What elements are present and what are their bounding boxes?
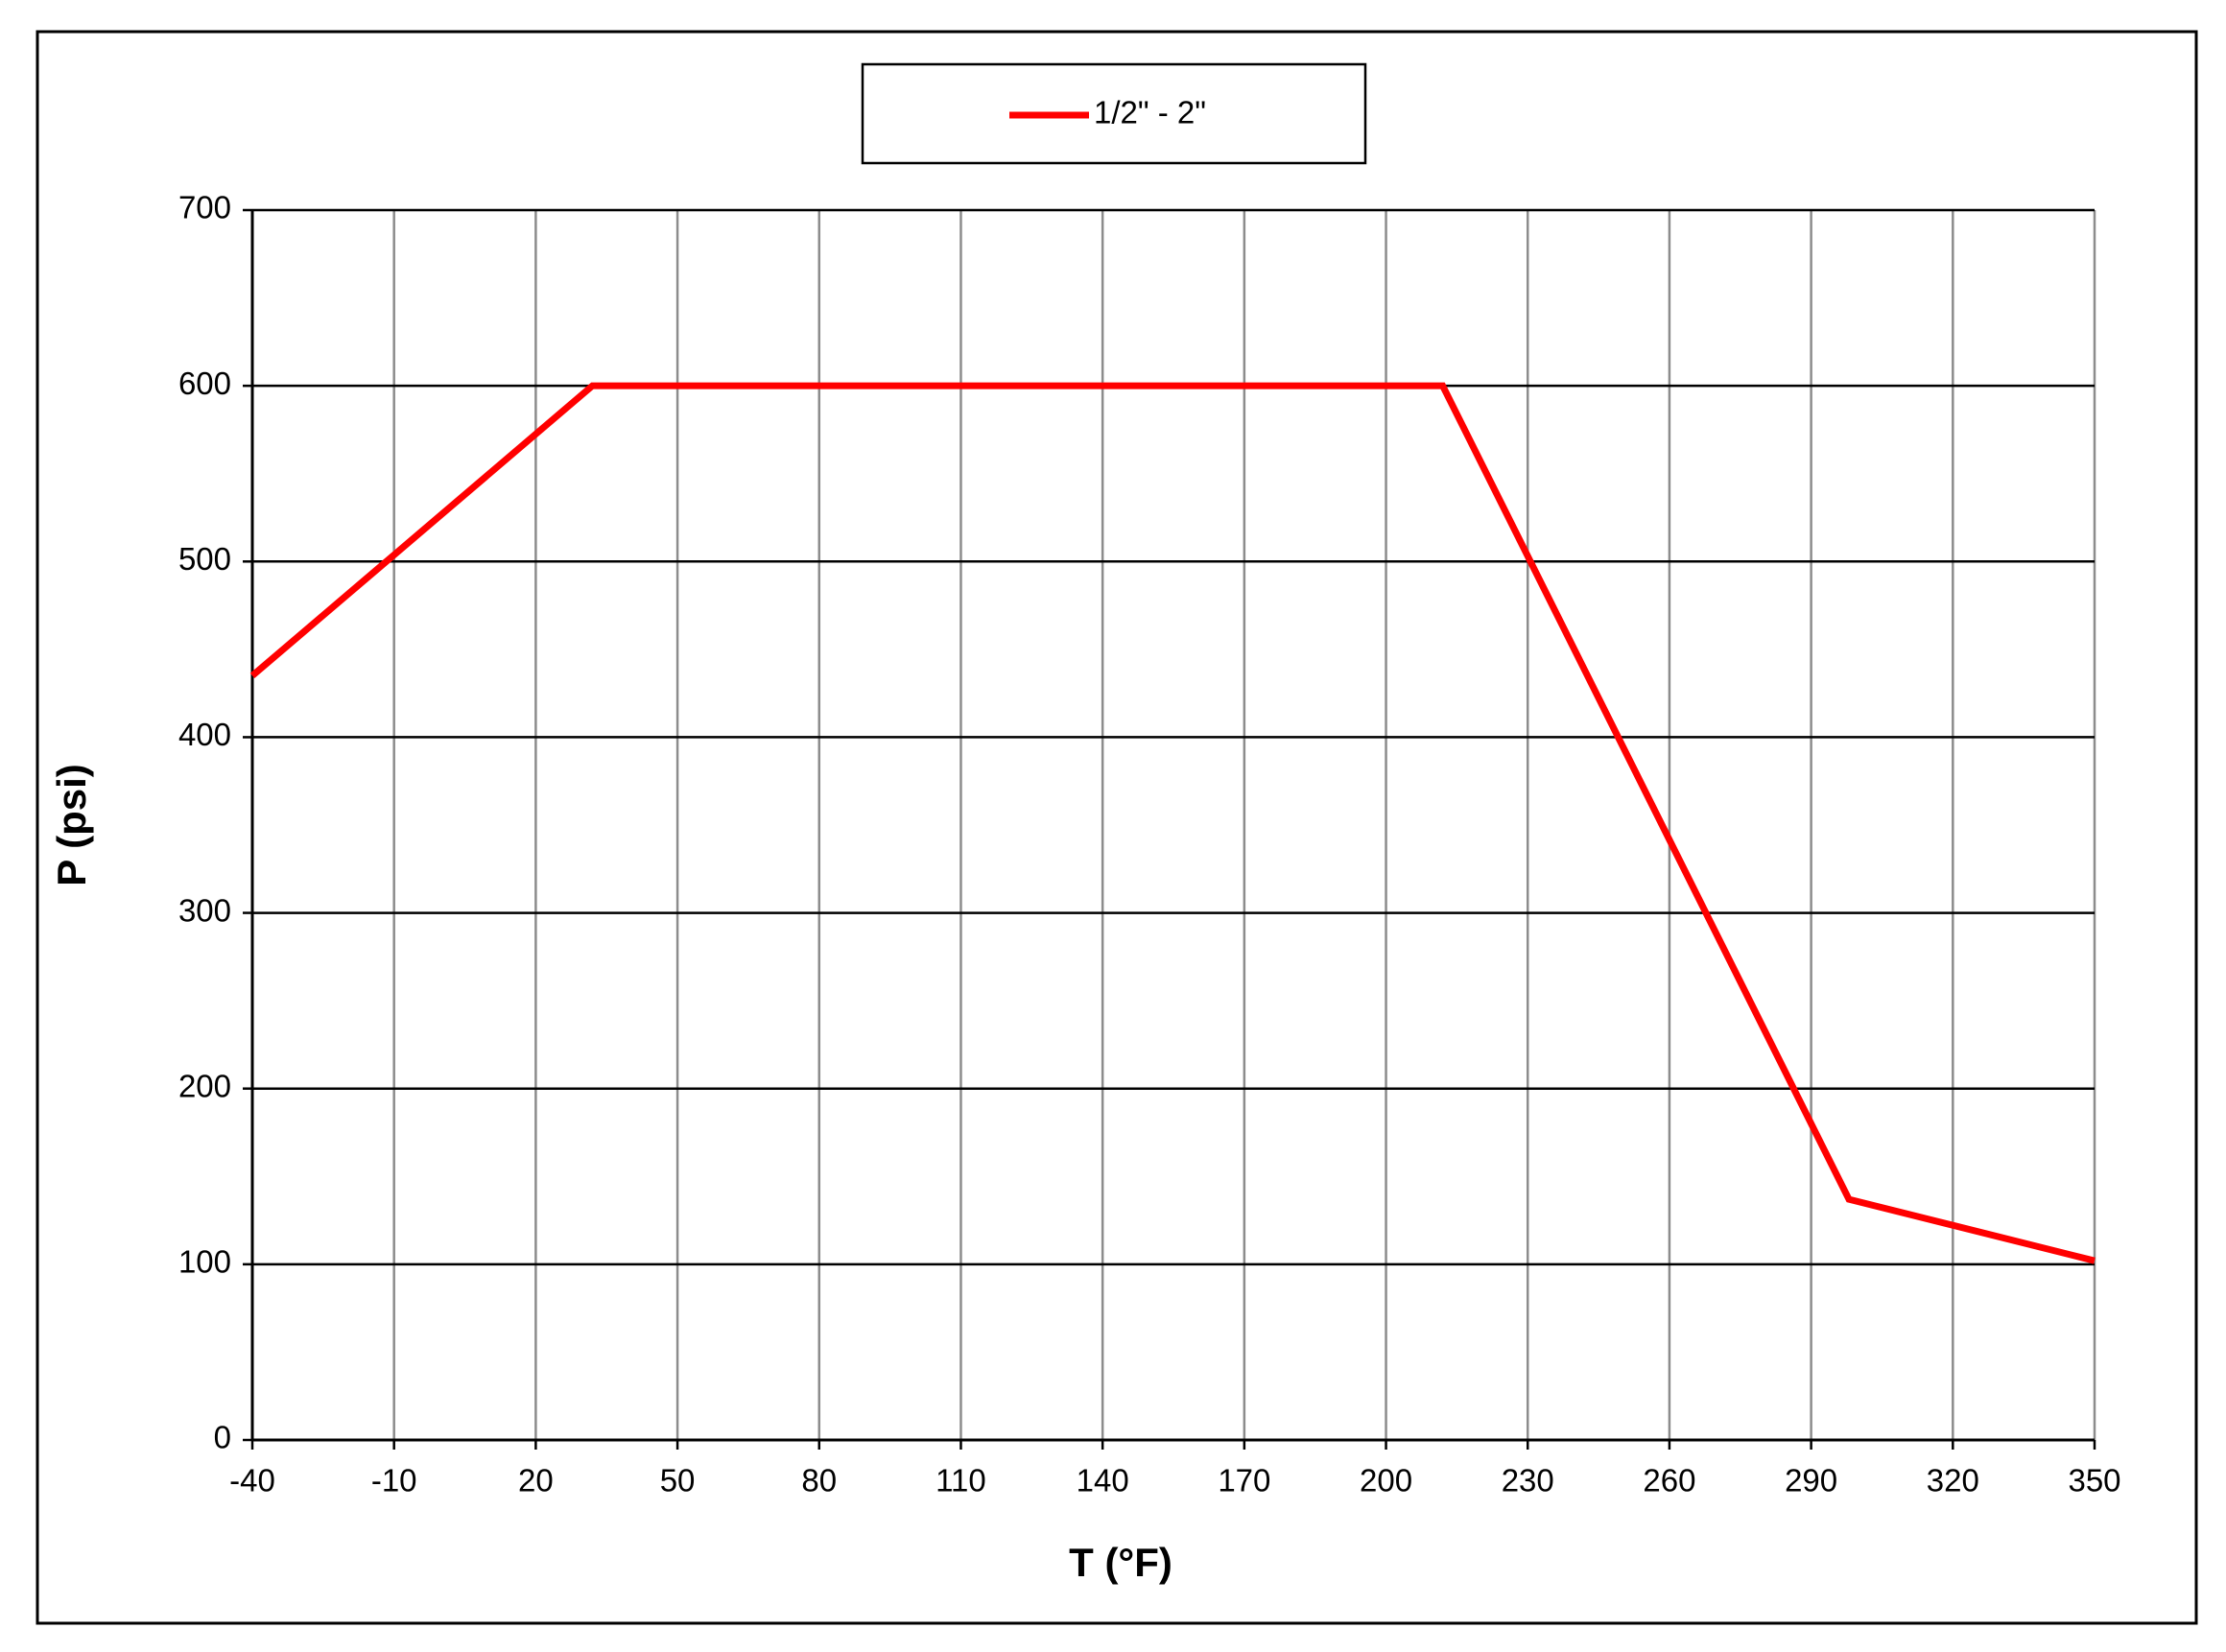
x-tick-label: 20 <box>518 1463 554 1499</box>
x-tick-label: 350 <box>2068 1463 2120 1499</box>
y-tick-label: 100 <box>178 1244 231 1280</box>
x-tick-label: 50 <box>660 1463 696 1499</box>
x-tick-label: 260 <box>1643 1463 1695 1499</box>
y-tick-label: 700 <box>178 190 231 225</box>
y-axis-title: P (psi) <box>49 764 94 886</box>
chart-frame <box>36 30 2198 1625</box>
legend-label: 1/2" - 2" <box>1094 95 1206 130</box>
y-tick-label: 400 <box>178 717 231 752</box>
x-tick-label: 290 <box>1785 1463 1837 1499</box>
data-line <box>249 382 2096 1264</box>
x-tick-label: 200 <box>1360 1463 1412 1499</box>
x-tick-label: -10 <box>371 1463 417 1499</box>
y-tick-label: 200 <box>178 1068 231 1103</box>
x-tick-label: 320 <box>1927 1463 1979 1499</box>
x-tick-label: 170 <box>1218 1463 1270 1499</box>
x-tick-label: 110 <box>935 1463 986 1499</box>
x-tick-label: 80 <box>801 1463 837 1499</box>
y-tick-label: 600 <box>178 366 231 401</box>
legend-box <box>861 62 1367 165</box>
x-tick-label: 140 <box>1077 1463 1129 1499</box>
y-tick-label: 0 <box>214 1420 231 1455</box>
x-axis-title: T (°F) <box>1069 1540 1172 1585</box>
plot <box>249 382 2096 1264</box>
x-tick-label: 230 <box>1502 1463 1554 1499</box>
x-tick-label: -40 <box>229 1463 275 1499</box>
grid: -40 -10 20 50 80 110 140 170 200 230 260 290 320 350 0… <box>178 190 2121 1499</box>
y-tick-label: 500 <box>178 541 231 577</box>
y-tick-label: 300 <box>178 892 231 928</box>
